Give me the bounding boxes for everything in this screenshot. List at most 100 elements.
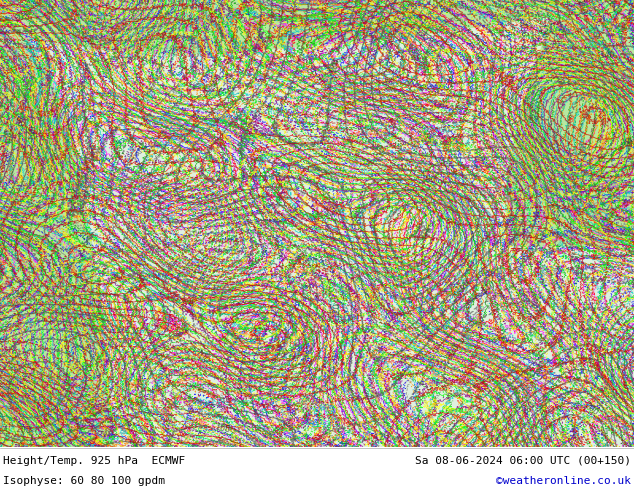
- Text: 80: 80: [360, 405, 370, 416]
- Text: 60: 60: [456, 383, 465, 390]
- Text: 60: 60: [329, 0, 339, 6]
- Text: 140: 140: [433, 282, 444, 296]
- Text: 100: 100: [160, 408, 167, 422]
- Text: 120: 120: [552, 440, 566, 451]
- Text: 80: 80: [4, 195, 15, 205]
- Text: 80: 80: [138, 124, 148, 134]
- Text: 80: 80: [144, 75, 155, 85]
- Text: 80: 80: [460, 145, 471, 154]
- Text: 100: 100: [614, 171, 626, 185]
- Text: 80: 80: [237, 266, 248, 274]
- Text: 160: 160: [521, 379, 539, 396]
- Text: 80: 80: [499, 88, 506, 98]
- Text: 100: 100: [359, 170, 373, 175]
- Text: 100: 100: [0, 279, 12, 292]
- Text: 120: 120: [458, 328, 473, 340]
- Text: 60: 60: [476, 50, 486, 62]
- Text: 200: 200: [431, 247, 449, 264]
- Text: 140: 140: [579, 167, 591, 181]
- Text: 120: 120: [6, 387, 20, 400]
- Text: 140: 140: [366, 204, 379, 219]
- Text: 80: 80: [2, 418, 13, 428]
- Text: 60: 60: [95, 10, 105, 21]
- Text: 140: 140: [27, 289, 41, 302]
- Text: 180: 180: [520, 400, 538, 417]
- Text: 120: 120: [535, 62, 548, 68]
- Text: 80: 80: [411, 49, 423, 61]
- Text: 100: 100: [53, 147, 64, 161]
- Text: Sa 08-06-2024 06:00 UTC (00+150): Sa 08-06-2024 06:00 UTC (00+150): [415, 456, 631, 466]
- Text: 160: 160: [214, 422, 231, 435]
- Text: 100: 100: [561, 331, 568, 345]
- Text: 120: 120: [490, 416, 498, 430]
- Text: 80: 80: [478, 13, 488, 20]
- Text: 100: 100: [456, 203, 468, 218]
- Text: 60: 60: [624, 136, 634, 147]
- Text: 80: 80: [13, 12, 25, 24]
- Text: 140: 140: [500, 194, 514, 204]
- Text: 140: 140: [479, 280, 497, 296]
- Text: 60: 60: [246, 258, 259, 270]
- Text: 120: 120: [373, 432, 390, 443]
- Text: 80: 80: [82, 20, 93, 30]
- Text: 100: 100: [607, 336, 621, 350]
- Text: 60: 60: [217, 382, 228, 391]
- Text: 140: 140: [491, 387, 508, 404]
- Text: 80: 80: [171, 88, 181, 96]
- Text: 120: 120: [111, 382, 117, 395]
- Text: 60: 60: [29, 360, 40, 370]
- Text: 100: 100: [35, 0, 48, 12]
- Text: 80: 80: [595, 151, 604, 162]
- Text: 80: 80: [598, 76, 609, 87]
- Text: 120: 120: [381, 76, 391, 92]
- Text: 100: 100: [250, 437, 264, 450]
- Polygon shape: [0, 0, 634, 53]
- Text: 140: 140: [87, 391, 93, 404]
- Text: 180: 180: [75, 415, 93, 432]
- Text: 120: 120: [263, 150, 278, 159]
- Text: 180: 180: [328, 57, 341, 75]
- Text: Isophyse: 60 80 100 gpdm: Isophyse: 60 80 100 gpdm: [3, 476, 165, 486]
- Text: ©weatheronline.co.uk: ©weatheronline.co.uk: [496, 476, 631, 486]
- Text: 60: 60: [24, 317, 34, 328]
- Text: 140: 140: [7, 403, 20, 416]
- Text: 100: 100: [193, 348, 210, 366]
- Text: 120: 120: [323, 78, 337, 85]
- Text: 140: 140: [88, 162, 103, 174]
- Text: 100: 100: [618, 45, 631, 59]
- Text: 80: 80: [387, 163, 395, 173]
- Text: 80: 80: [351, 148, 360, 154]
- Text: 100: 100: [566, 39, 574, 53]
- Text: 80: 80: [240, 270, 249, 277]
- Text: 80: 80: [419, 317, 430, 327]
- Text: 100: 100: [517, 21, 528, 38]
- Text: 100: 100: [179, 277, 193, 289]
- Text: 120: 120: [340, 231, 354, 244]
- Text: 60: 60: [610, 34, 620, 45]
- Text: 120: 120: [42, 161, 52, 175]
- Text: 120: 120: [17, 234, 32, 245]
- Text: Height/Temp. 925 hPa  ECMWF: Height/Temp. 925 hPa ECMWF: [3, 456, 185, 466]
- Text: 100: 100: [48, 436, 63, 448]
- Text: 140: 140: [134, 0, 150, 7]
- Text: 140: 140: [599, 50, 615, 59]
- Text: 160: 160: [453, 277, 472, 294]
- Text: 140: 140: [309, 398, 323, 409]
- Text: 100: 100: [616, 276, 630, 287]
- Text: 60: 60: [169, 212, 178, 222]
- Text: 60: 60: [592, 93, 603, 102]
- Text: 120: 120: [47, 132, 54, 146]
- Text: 100: 100: [36, 431, 48, 445]
- Text: 100: 100: [105, 35, 112, 49]
- Text: 120: 120: [600, 388, 614, 401]
- Text: 100: 100: [562, 19, 576, 33]
- Text: 100: 100: [415, 436, 429, 449]
- Text: 100: 100: [450, 232, 463, 246]
- Text: 100: 100: [478, 366, 493, 378]
- Text: 100: 100: [20, 255, 27, 269]
- Text: 120: 120: [304, 73, 319, 86]
- Text: 120: 120: [588, 0, 603, 7]
- Text: 180: 180: [420, 175, 436, 185]
- Text: 140: 140: [144, 290, 158, 303]
- Text: 140: 140: [402, 40, 417, 54]
